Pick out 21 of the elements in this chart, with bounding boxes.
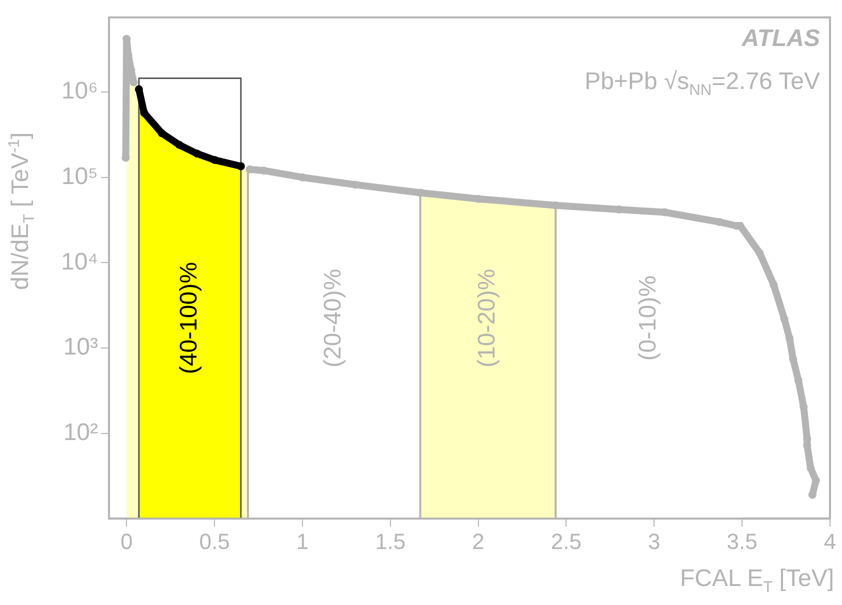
y-tick-label: 10⁵	[61, 162, 98, 190]
x-tick-label: 1.5	[375, 528, 406, 554]
x-tick-label: 4	[824, 528, 836, 554]
x-tick-label: 1	[296, 528, 309, 554]
band-label: (10-20)%	[474, 268, 501, 368]
y-tick-label: 10²	[63, 418, 98, 446]
x-tick-label: 2.5	[550, 528, 582, 554]
y-tick-label: 10⁴	[60, 248, 98, 276]
annotation: Pb+Pb √s$_{NN}$=2.76 TeV	[584, 68, 820, 100]
y-tick-label: 10⁶	[61, 78, 98, 105]
x-tick-label: 2	[472, 528, 484, 554]
x-axis-title: FCAL E$_{T}$ [TeV]	[680, 565, 834, 597]
x-tick-label: 0.5	[199, 528, 230, 554]
band-label: (0-10)%	[634, 275, 662, 361]
band-label: (20-40)%	[320, 268, 347, 368]
y-tick-label: 10³	[63, 334, 98, 361]
x-tick-label: 0	[120, 528, 133, 554]
band-label: (40-100)%	[176, 262, 203, 374]
x-tick-label: 3.5	[726, 528, 758, 554]
annotation: ATLAS	[742, 25, 820, 53]
x-tick-label: 3	[648, 528, 660, 554]
